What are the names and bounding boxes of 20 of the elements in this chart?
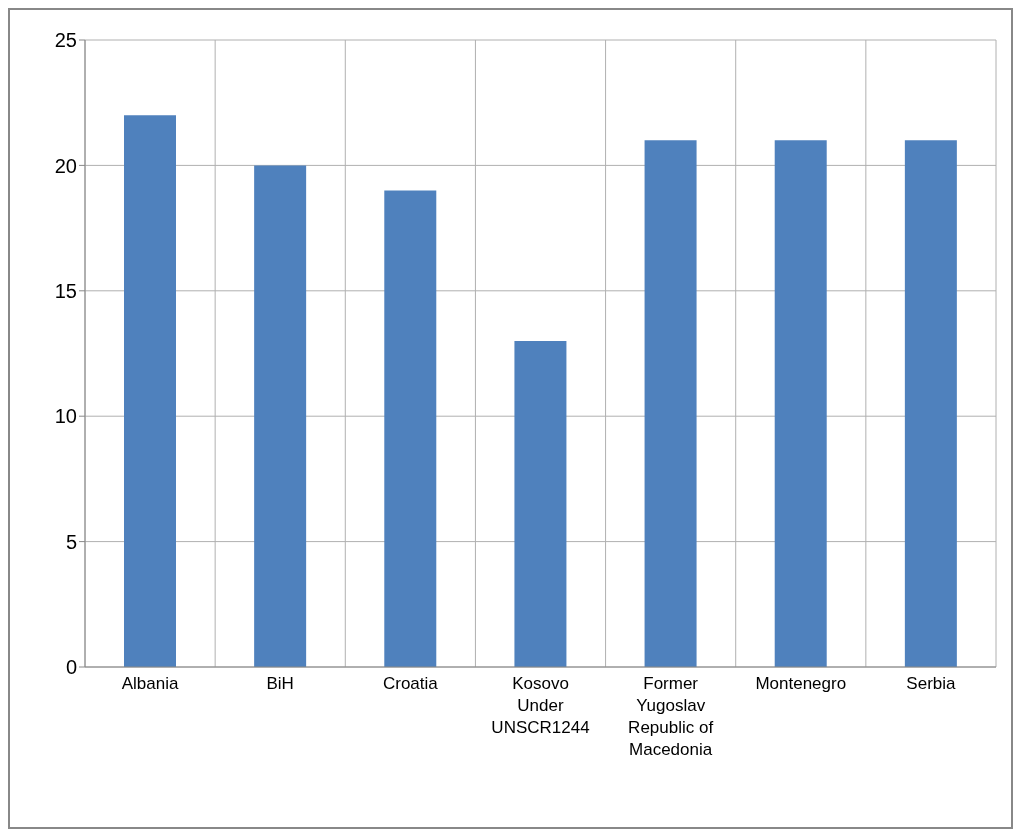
y-tick-label: 15	[54, 279, 77, 302]
x-tick-label: Croatia	[382, 674, 439, 693]
x-tick-label: Former Yugoslav Republic of Macedonia	[628, 674, 714, 759]
x-tick-label: Kosovo Under UNSCR1244	[491, 674, 590, 737]
bar	[384, 190, 437, 667]
x-tick-label: Montenegro	[755, 674, 847, 693]
x-tick-label: Albania	[121, 674, 179, 693]
bar	[904, 140, 957, 667]
y-tick-label: 20	[54, 154, 77, 177]
x-tick-label: Serbia	[906, 674, 957, 693]
bar	[644, 140, 697, 667]
x-tick-label: BiH	[266, 674, 294, 693]
bar	[254, 165, 307, 667]
y-tick-label: 0	[65, 656, 77, 679]
y-tick-label: 10	[54, 405, 77, 428]
bar	[124, 115, 176, 667]
bar	[774, 140, 827, 667]
y-tick-label: 25	[54, 29, 77, 52]
bar	[514, 340, 567, 667]
y-tick-label: 5	[65, 530, 77, 553]
